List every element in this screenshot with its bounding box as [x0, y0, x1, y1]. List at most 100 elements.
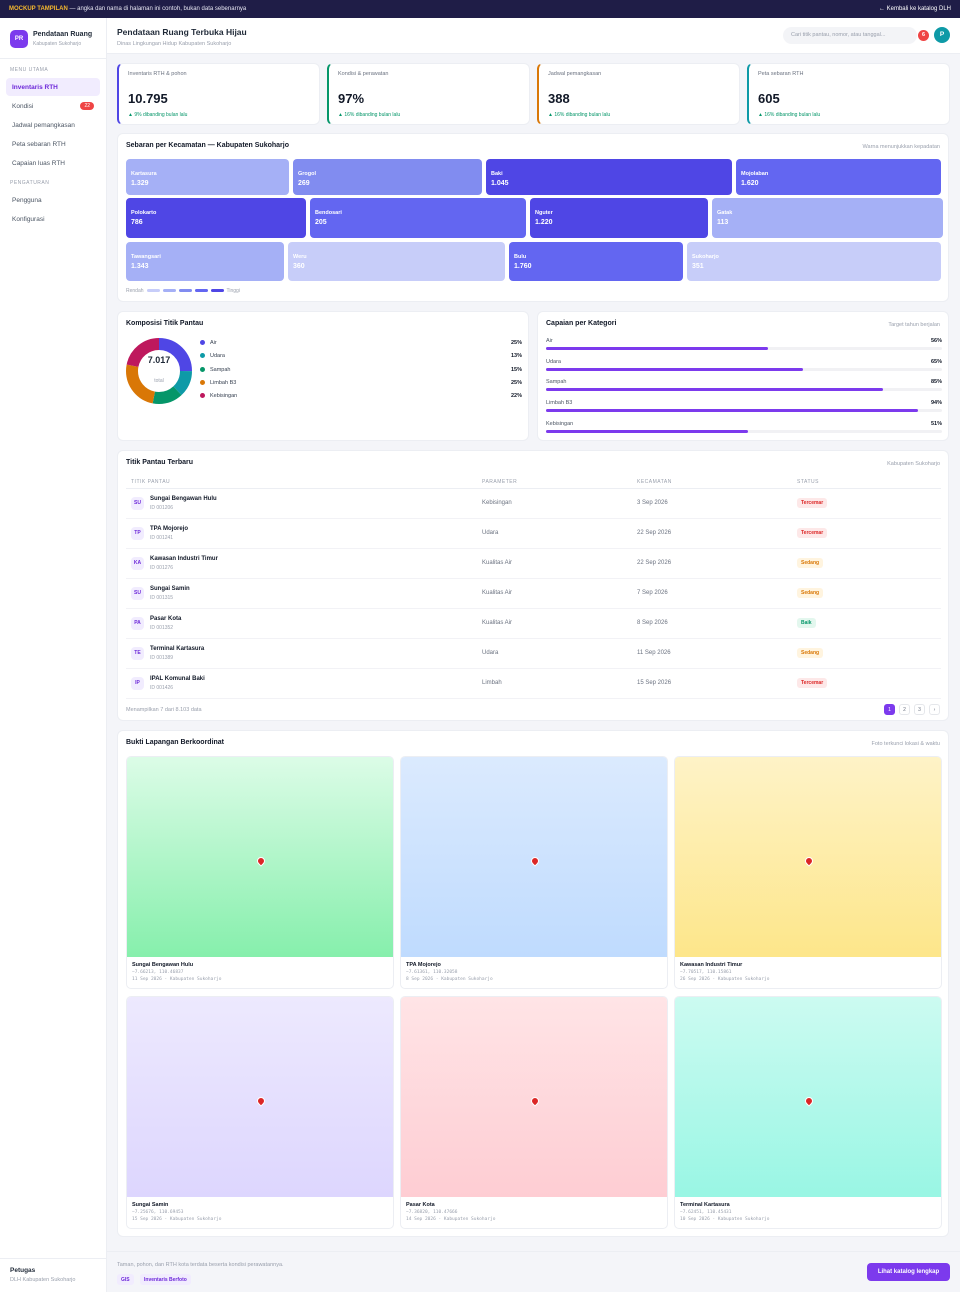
- treemap-cell-value: 1.329: [131, 180, 149, 187]
- tag-chip-inventaris: Inventaris Berfoto: [140, 1274, 191, 1285]
- point-parameter: Kualitas Air: [477, 578, 632, 609]
- page-footer: Taman, pohon, dan RTH kota terdata beser…: [107, 1251, 960, 1292]
- district-treemap-card: Sebaran per Kecamatan — Kabupaten Sukoha…: [117, 133, 949, 302]
- evidence-photo-card[interactable]: Pasar Kota −7.36820, 110.47666 14 Sep 2026…: [400, 996, 668, 1229]
- sidebar-item-pengguna[interactable]: Pengguna: [6, 191, 100, 209]
- treemap-cell-value: 1.045: [491, 180, 509, 187]
- evidence-photo-card[interactable]: TPA Mojorejo −7.61361, 110.32058 8 Sep 202…: [400, 756, 668, 989]
- composition-card: Komposisi Titik Pantau 7.017 total Air 25…: [117, 311, 529, 441]
- page-2-button[interactable]: 2: [899, 704, 910, 715]
- location-pin-icon: [255, 855, 267, 867]
- treemap-cell-value: 1.220: [535, 219, 553, 226]
- point-date: 7 Sep 2026: [632, 578, 792, 609]
- legend-dot: [200, 353, 205, 359]
- evidence-photo: [401, 997, 667, 1197]
- kpi-card-inventaris[interactable]: Inventaris RTH & pohon 10.795 ▲ 9% diban…: [117, 63, 320, 125]
- treemap-cell-name: Sukoharjo: [692, 254, 719, 260]
- point-parameter: Kualitas Air: [477, 608, 632, 639]
- treemap-cell-gatak[interactable]: Gatak 113: [712, 198, 943, 238]
- evidence-photo-card[interactable]: Kawasan Industri Timur −7.70517, 110.1586…: [674, 756, 942, 989]
- sidebar-item-label: Peta sebaran RTH: [12, 140, 66, 148]
- back-to-catalog-link[interactable]: ← Kembali ke katalog DLH: [878, 6, 951, 12]
- evidence-photo: [401, 757, 667, 957]
- kpi-card-peta[interactable]: Peta sebaran RTH 605 ▲ 16% dibanding bul…: [747, 63, 950, 125]
- treemap-cell-bulu[interactable]: Bulu 1.760: [509, 242, 683, 281]
- notification-badge[interactable]: 6: [918, 30, 929, 41]
- evidence-photo-card[interactable]: Terminal Kartasura −7.62451, 110.45431 10 …: [674, 996, 942, 1229]
- location-pin-icon: [255, 1095, 267, 1107]
- legend-label: Udara: [210, 353, 225, 360]
- evidence-photo-card[interactable]: Sungai Bengawan Hulu −7.66213, 110.46837 1…: [126, 756, 394, 989]
- col-header: KECAMATAN: [632, 476, 792, 489]
- photo-coordinates: −7.70517, 110.15861: [680, 970, 732, 975]
- treemap-hint: Warna menunjukkan kepadatan: [862, 144, 940, 150]
- donut-slice-limbah-b3: [126, 338, 192, 404]
- legend-swatch: [210, 289, 224, 292]
- sidebar-item-capaian-luas[interactable]: Capaian luas RTH: [6, 154, 100, 172]
- sidebar-item-konfigurasi[interactable]: Konfigurasi: [6, 210, 100, 228]
- table-row[interactable]: PA Pasar Kota ID 001352 Kualitas Air 8 Sep 2…: [126, 608, 941, 639]
- brand-title: Pendataan Ruang: [33, 31, 93, 38]
- evidence-photo-card[interactable]: Sungai Samin −7.25676, 110.69453 15 Sep 20…: [126, 996, 394, 1229]
- treemap-cell-kartasura[interactable]: Kartasura 1.329: [126, 159, 289, 195]
- treemap-cell-tawangsari[interactable]: Tawangsari 1.343: [126, 242, 284, 281]
- sidebar-item-peta-sebaran[interactable]: Peta sebaran RTH: [6, 135, 100, 153]
- avatar[interactable]: P: [934, 27, 950, 43]
- donut-total-label: total: [154, 378, 164, 384]
- kpi-card-jadwal[interactable]: Jadwal pemangkasan 388 ▲ 16% dibanding b…: [537, 63, 740, 125]
- point-date: 15 Sep 2026: [632, 668, 792, 699]
- table-row[interactable]: SU Sungai Samin ID 001315 Kualitas Air 7 Sep…: [126, 578, 941, 609]
- table-row[interactable]: KA Kawasan Industri Timur ID 001276 Kualita…: [126, 548, 941, 579]
- point-initials: KA: [131, 556, 144, 570]
- treemap-cell-value: 1.620: [741, 180, 759, 187]
- treemap-cell-nguter[interactable]: Nguter 1.220: [530, 198, 708, 238]
- legend-pct: 25%: [510, 379, 522, 386]
- photo-location-name: TPA Mojorejo: [406, 962, 441, 968]
- treemap-cell-value: 360: [293, 263, 305, 270]
- table-title: Titik Pantau Terbaru: [126, 459, 194, 466]
- sidebar-item-label: Capaian luas RTH: [12, 159, 65, 167]
- treemap-cell-polokarto[interactable]: Polokarto 786: [126, 198, 306, 238]
- table-row[interactable]: IP IPAL Komunal Baki ID 001426 Limbah 15 Sep…: [126, 668, 941, 699]
- search-input[interactable]: Cari titik pantau, nomor, atau tanggal..…: [783, 27, 917, 44]
- table-row[interactable]: TE Terminal Kartasura ID 001389 Udara 11 Sep…: [126, 638, 941, 669]
- page-title: Pendataan Ruang Terbuka Hijau: [117, 27, 247, 37]
- legend-label: Kebisingan: [210, 393, 238, 400]
- treemap-cell-name: Tawangsari: [131, 254, 161, 260]
- treemap-cell-mojolaban[interactable]: Mojolaban 1.620: [736, 159, 941, 195]
- treemap-cell-grogol[interactable]: Grogol 269: [293, 159, 482, 195]
- achievement-title: Capaian per Kategori: [546, 320, 617, 327]
- field-evidence-card: Bukti Lapangan Berkoordinat Foto terkunc…: [117, 730, 949, 1237]
- point-id: ID 001389: [150, 654, 174, 661]
- view-full-catalog-button[interactable]: Lihat katalog lengkap: [867, 1263, 950, 1281]
- point-name: Kawasan Industri Timur: [150, 555, 218, 562]
- legend-swatch: [194, 289, 208, 292]
- treemap-cell-weru[interactable]: Weru 360: [288, 242, 505, 281]
- sidebar-item-inventaris-rth[interactable]: Inventaris RTH: [6, 78, 100, 96]
- latest-points-table: TITIK PANTAU PARAMETER KECAMATAN STATUS …: [126, 476, 941, 699]
- kpi-card-kondisi[interactable]: Kondisi & perawatan 97% ▲ 16% dibanding …: [327, 63, 530, 125]
- page-3-button[interactable]: 3: [914, 704, 925, 715]
- point-initials: SU: [131, 586, 144, 600]
- sidebar-item-kondisi[interactable]: Kondisi 22: [6, 97, 100, 115]
- treemap-cell-bendosari[interactable]: Bendosari 205: [310, 198, 526, 238]
- progress-fill: [546, 367, 804, 371]
- point-date: 22 Sep 2026: [632, 548, 792, 579]
- table-row[interactable]: TP TPA Mojorejo ID 001241 Udara 22 Sep 2026 T…: [126, 518, 941, 549]
- achievement-item: Limbah B3 94%: [546, 400, 942, 413]
- treemap-cell-sukoharjo[interactable]: Sukoharjo 351: [687, 242, 941, 281]
- sidebar-item-jadwal-pemangkasan[interactable]: Jadwal pemangkasan: [6, 116, 100, 134]
- table-row[interactable]: SU Sungai Bengawan Hulu ID 001206 Kebisinga…: [126, 488, 941, 519]
- page-1-button[interactable]: 1: [884, 704, 895, 715]
- point-id: ID 001241: [150, 534, 174, 541]
- achievement-pct: 65%: [930, 358, 942, 365]
- photo-location-name: Sungai Bengawan Hulu: [132, 962, 194, 968]
- achievement-label: Limbah B3: [546, 400, 573, 407]
- sidebar-item-label: Jadwal pemangkasan: [12, 121, 75, 129]
- brand-subtitle: Kabupaten Sukoharjo: [33, 41, 82, 47]
- page-subtitle: Dinas Lingkungan Hidup Kabupaten Sukohar…: [117, 41, 232, 47]
- achievement-item: Sampah 85%: [546, 379, 942, 392]
- treemap-cell-baki[interactable]: Baki 1.045: [486, 159, 732, 195]
- point-initials: TE: [131, 646, 144, 660]
- next-page-button[interactable]: ›: [929, 704, 940, 715]
